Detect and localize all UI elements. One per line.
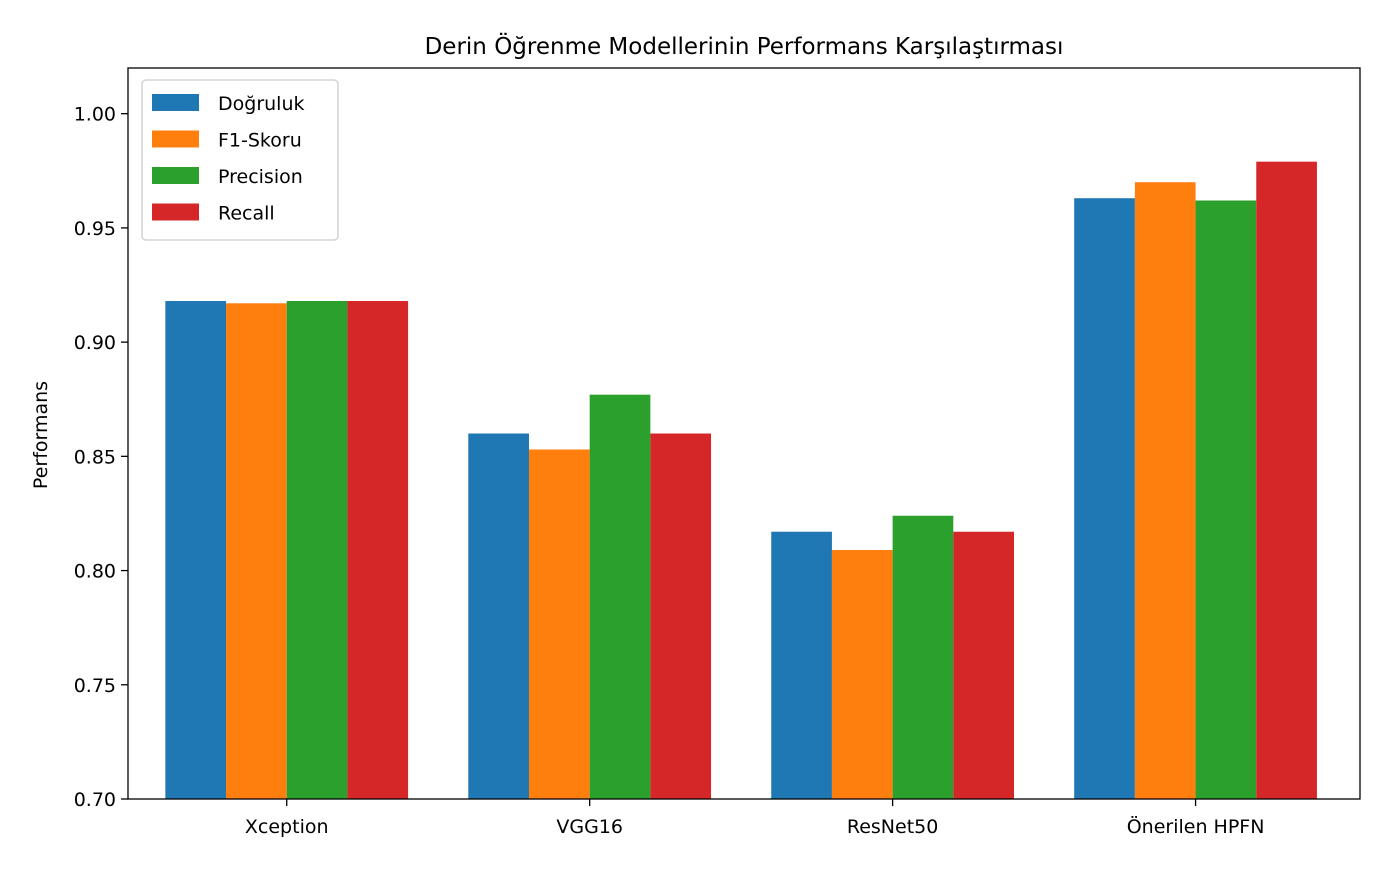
- legend-box: [141, 79, 339, 241]
- legend: Doğruluk F1-Skoru Precision Recall: [141, 79, 339, 241]
- bar-vgg16-f1-skoru: [528, 449, 590, 799]
- legend-label-f1-skoru: F1-Skoru: [218, 130, 302, 152]
- y-tick-label: 0.95: [74, 218, 116, 240]
- y-axis-label: Performans: [30, 381, 52, 489]
- plot-frame: [127, 67, 1361, 800]
- bar-vgg16-precision: [589, 394, 651, 799]
- x-tick-label-vgg16: VGG16: [556, 816, 623, 838]
- bar-xception-recall: [347, 301, 409, 799]
- y-tick-label: 0.90: [74, 332, 116, 354]
- bar-xception-dogruluk: [165, 301, 227, 799]
- x-tick-label-onerilen-hpfn: Önerilen HPFN: [1127, 815, 1265, 838]
- legend-swatch-f1-skoru: [152, 130, 199, 148]
- legend-swatch-dogruluk: [152, 94, 199, 111]
- bar-vgg16-recall: [650, 433, 712, 799]
- bars-layer: [165, 161, 1317, 800]
- bar-onerilen-hpfn-precision: [1195, 200, 1257, 799]
- y-tick-label: 0.70: [74, 789, 116, 811]
- y-tick-label: 0.85: [74, 446, 116, 468]
- legend-label-recall: Recall: [218, 203, 275, 225]
- chart-title: Derin Öğrenme Modellerinin Performans Ka…: [425, 32, 1064, 60]
- bar-onerilen-hpfn-recall: [1256, 161, 1317, 800]
- y-tick-label: 0.80: [74, 561, 116, 583]
- x-tick-label-xception: Xception: [245, 816, 329, 838]
- y-tick-label: 0.75: [74, 675, 116, 697]
- x-tick-label-resnet50: ResNet50: [847, 816, 938, 838]
- legend-label-precision: Precision: [218, 166, 303, 188]
- bar-resnet50-recall: [953, 531, 1014, 799]
- legend-label-dogruluk: Doğruluk: [218, 93, 305, 115]
- bar-xception-precision: [286, 301, 348, 799]
- bar-onerilen-hpfn-f1-skoru: [1134, 182, 1196, 799]
- bar-resnet50-precision: [892, 515, 954, 799]
- y-axis: 0.70 0.75 0.80 0.85 0.90 0.95 1.00: [74, 104, 128, 811]
- bar-xception-f1-skoru: [226, 303, 287, 799]
- bar-resnet50-f1-skoru: [831, 550, 893, 799]
- bar-onerilen-hpfn-dogruluk: [1074, 198, 1135, 800]
- x-axis: Xception VGG16 ResNet50 Önerilen HPFN: [245, 799, 1265, 838]
- bar-resnet50-dogruluk: [771, 531, 832, 799]
- legend-swatch-precision: [152, 167, 199, 184]
- y-tick-label: 1.00: [74, 104, 116, 126]
- legend-swatch-recall: [152, 203, 199, 221]
- bar-vgg16-dogruluk: [468, 433, 529, 799]
